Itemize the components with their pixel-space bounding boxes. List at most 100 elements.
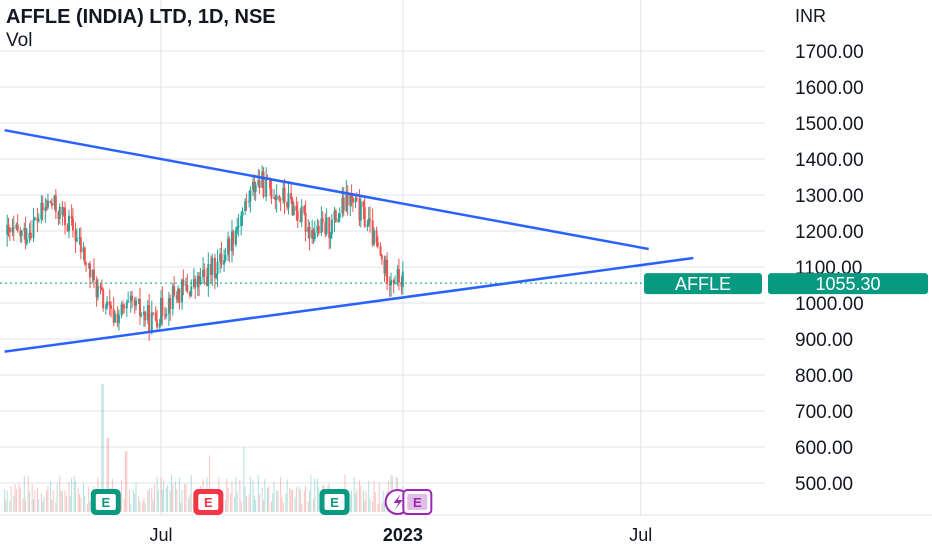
volume-bar [4,489,6,512]
y-tick-label: 800.00 [795,366,853,387]
candle-body [290,193,293,200]
candle-body [325,217,328,234]
volume-bar [163,480,165,512]
volume-bar [268,485,270,512]
candle-body [184,284,187,286]
candle-body [49,200,52,203]
candle-body [292,205,295,216]
candle-body [223,260,226,265]
earnings-event-marker[interactable]: E [193,489,224,515]
volume-bar [25,500,27,512]
candle-body [150,312,153,332]
volume-bar [231,482,233,512]
candle-body [148,305,151,332]
candle-body [40,202,43,220]
candle-body [396,269,399,283]
candle-body [53,195,56,206]
candle-body [350,194,353,198]
candle-body [386,259,389,284]
candle-body [282,187,285,201]
volume-bar [77,487,79,512]
candle-body [291,199,294,216]
candle-body [61,206,64,215]
volume-bar [224,500,226,512]
candle-body [79,237,82,253]
volume-bar [42,501,44,512]
candle-body [230,231,233,252]
candle-body [117,315,120,324]
volume-bar [230,493,232,512]
volume-bar [69,495,71,512]
earnings-letter: E [204,495,213,510]
candle-body [383,259,386,274]
candle-body [371,220,374,245]
volume-bar [31,483,33,512]
earnings-event-marker[interactable]: E [90,489,121,515]
candle-body [345,191,348,211]
candle-body [313,232,316,240]
earnings-inner [95,494,116,510]
chart-title: AFFLE (INDIA) LTD, 1D, NSE [6,6,276,28]
volume-bar [43,496,45,512]
x-tick-label: Jul [149,525,172,545]
candle-body [228,238,231,252]
candle-body [244,201,247,211]
volume-bar [156,476,158,512]
volume-indicator-label[interactable]: Vol [6,30,33,51]
candle-body [70,215,73,219]
candle-body [269,177,272,189]
volume-bar [360,485,362,512]
candle-body [257,180,260,185]
volume-bar [169,490,171,512]
candle-body [106,301,109,308]
volume-bar [86,503,88,512]
candle-body [100,287,103,290]
candle-body [367,218,370,225]
candle-body [129,295,132,302]
earnings-letter: E [101,495,110,510]
price-axis[interactable]: INR 1700.00 1600.00 1500.00 1400.00 1300.00 12… [795,6,864,495]
volume-bar [139,501,141,512]
volume-bar [23,475,25,512]
volume-bar [243,447,245,512]
candle-body [50,202,53,206]
volume-bar [291,489,293,512]
volume-bar [353,477,355,512]
volume-bar [301,503,303,512]
volume-bar [46,489,48,512]
candle-body [342,197,345,211]
candle-body [133,300,136,306]
volume-bar [299,489,301,512]
candle-body [283,187,286,203]
candle-body [16,224,19,231]
candle-body [351,197,354,203]
candle-body [36,217,39,221]
candle-body [96,286,99,298]
candle-body [87,263,90,265]
candle-body [253,181,256,193]
volume-bar [351,490,353,512]
volume-bar [144,503,146,512]
volume-bar [68,481,70,512]
candle-body [188,291,191,296]
candle-body [110,305,113,309]
volume-bar [135,482,137,512]
volume-bar [161,489,163,512]
volume-bar [372,500,374,512]
volume-bar [316,478,318,512]
volume-bar [181,489,183,512]
candle-body [91,269,94,278]
candle-body [355,197,358,200]
volume-bar [305,485,307,512]
candle-body [216,261,219,275]
earnings-event-marker[interactable]: E [402,489,433,515]
candle-body [173,286,176,296]
volume-bar [355,493,357,512]
earnings-letter: E [413,495,422,510]
volume-bar [148,487,150,512]
earnings-event-marker[interactable]: E [319,489,350,515]
candle-body [163,315,166,317]
candle-body [261,171,264,188]
volume-bar [55,502,57,512]
